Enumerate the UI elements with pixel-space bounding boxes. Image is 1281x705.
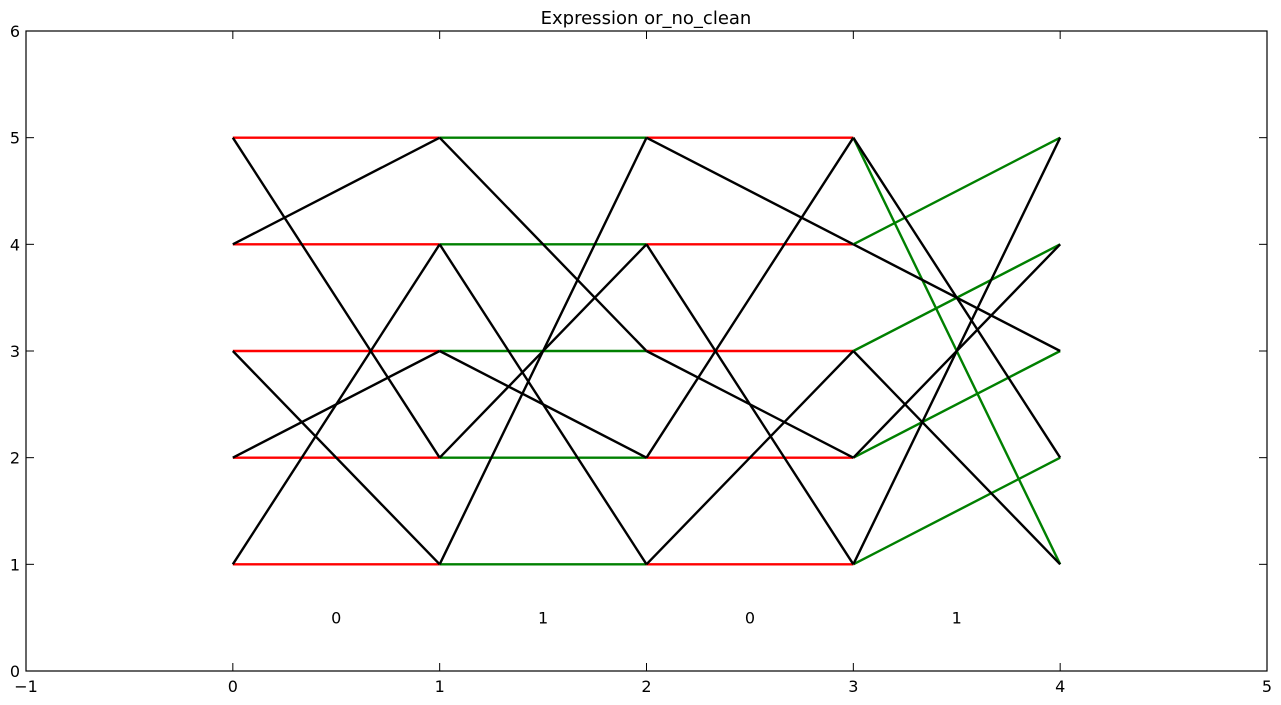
plot-segments [231, 136, 1062, 566]
y-tick-label-1: 1 [10, 555, 20, 574]
y-tick-label-4: 4 [10, 235, 20, 254]
segment-black-27 [645, 349, 854, 459]
segment-green-31 [852, 136, 1061, 246]
stage-label-1: 1 [538, 609, 548, 628]
y-tick-label-5: 5 [10, 129, 20, 148]
x-tick-label-5: 4 [1055, 677, 1065, 696]
y-tick-label-2: 2 [10, 449, 20, 468]
y-tick-label-6: 6 [10, 22, 20, 41]
segment-black-36 [852, 243, 1061, 353]
segment-black-9 [231, 243, 441, 565]
segment-black-39 [852, 137, 1062, 565]
stage-label-2: 0 [745, 609, 755, 628]
segment-black-28 [645, 137, 855, 459]
stage-label-3: 1 [952, 609, 962, 628]
segment-black-29 [645, 350, 855, 566]
segment-black-5 [231, 137, 441, 459]
x-tick-label-6: 5 [1262, 677, 1272, 696]
segment-black-37 [852, 350, 1062, 566]
segment-green-34 [852, 456, 1061, 566]
x-tick-label-3: 2 [641, 677, 651, 696]
y-axis: 0 1 2 3 4 5 6 [10, 22, 1267, 681]
segment-black-17 [439, 349, 648, 459]
segment-black-6 [232, 136, 441, 246]
y-tick-label-3: 3 [10, 342, 20, 361]
segment-black-7 [231, 350, 441, 566]
x-axis: −1 0 1 2 3 4 5 [14, 31, 1272, 696]
x-tick-label-1: 0 [228, 677, 238, 696]
y-tick-label-0: 0 [10, 662, 20, 681]
x-tick-label-0: −1 [14, 677, 38, 696]
chart-title: Expression or_no_clean [541, 8, 752, 29]
stage-label-0: 0 [331, 609, 341, 628]
segment-black-15 [438, 136, 648, 352]
segment-green-33 [852, 349, 1061, 459]
x-tick-label-2: 1 [435, 677, 445, 696]
segment-black-19 [438, 137, 648, 565]
segment-black-25 [645, 136, 854, 246]
stage-labels: 0 1 0 1 [331, 609, 962, 628]
x-tick-label-4: 3 [848, 677, 858, 696]
